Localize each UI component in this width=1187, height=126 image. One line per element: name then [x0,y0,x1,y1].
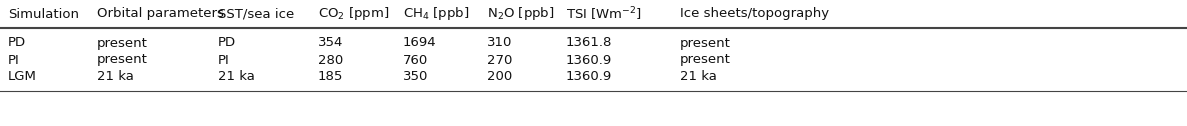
Text: 270: 270 [487,54,513,67]
Text: CO$_2$ [ppm]: CO$_2$ [ppm] [318,6,389,23]
Text: 354: 354 [318,37,343,50]
Text: 760: 760 [404,54,429,67]
Text: present: present [97,37,148,50]
Text: N$_2$O [ppb]: N$_2$O [ppb] [487,6,554,23]
Text: present: present [680,37,731,50]
Text: 21 ka: 21 ka [218,71,255,84]
Text: CH$_4$ [ppb]: CH$_4$ [ppb] [404,6,469,23]
Text: TSI [Wm$^{-2}$]: TSI [Wm$^{-2}$] [566,5,642,23]
Text: 1694: 1694 [404,37,437,50]
Text: 185: 185 [318,71,343,84]
Text: 280: 280 [318,54,343,67]
Text: PI: PI [218,54,230,67]
Text: 21 ka: 21 ka [680,71,717,84]
Text: 1360.9: 1360.9 [566,54,612,67]
Text: 1361.8: 1361.8 [566,37,612,50]
Text: Simulation: Simulation [8,8,80,21]
Text: 21 ka: 21 ka [97,71,134,84]
Text: 310: 310 [487,37,513,50]
Text: Ice sheets/topography: Ice sheets/topography [680,8,830,21]
Text: 200: 200 [487,71,513,84]
Text: present: present [97,54,148,67]
Text: PD: PD [8,37,26,50]
Text: SST/sea ice: SST/sea ice [218,8,294,21]
Text: PI: PI [8,54,20,67]
Text: present: present [680,54,731,67]
Text: 350: 350 [404,71,429,84]
Text: 1360.9: 1360.9 [566,71,612,84]
Text: Orbital parameters: Orbital parameters [97,8,224,21]
Text: PD: PD [218,37,236,50]
Text: LGM: LGM [8,71,37,84]
